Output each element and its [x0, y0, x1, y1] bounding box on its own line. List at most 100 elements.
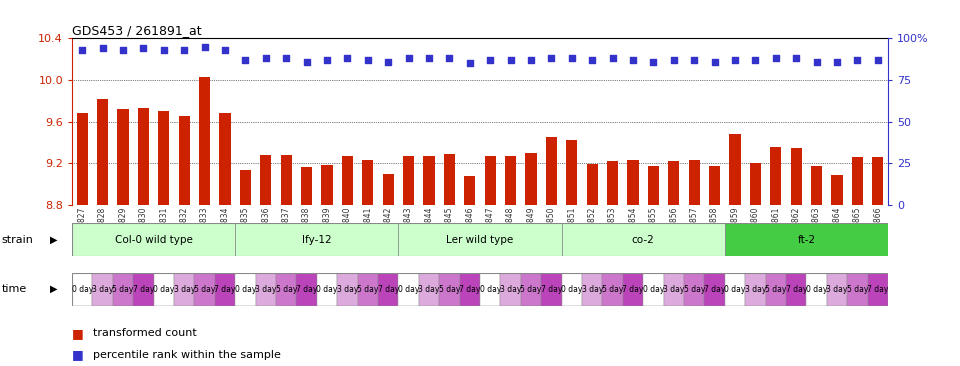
Text: 7 day: 7 day — [377, 285, 399, 294]
Bar — [158, 111, 169, 205]
Bar — [562, 223, 725, 256]
Point — [483, 57, 498, 63]
Text: 7 day: 7 day — [867, 285, 889, 294]
Bar — [873, 157, 883, 205]
Point — [217, 47, 232, 53]
Bar — [199, 77, 210, 205]
Point — [666, 57, 682, 63]
Bar — [766, 273, 786, 306]
Bar — [97, 99, 108, 205]
Text: 7 day: 7 day — [704, 285, 726, 294]
Text: transformed count: transformed count — [93, 328, 197, 338]
Point — [197, 44, 212, 50]
Point — [870, 57, 885, 63]
Text: 5 day: 5 day — [112, 285, 133, 294]
Bar — [460, 273, 480, 306]
Point — [95, 45, 110, 51]
Point — [646, 59, 661, 65]
Point — [238, 57, 253, 63]
Text: 3 day: 3 day — [419, 285, 440, 294]
Point — [299, 59, 314, 65]
Bar — [117, 109, 129, 205]
Text: GDS453 / 261891_at: GDS453 / 261891_at — [72, 24, 202, 37]
Bar — [868, 273, 888, 306]
Text: 5 day: 5 day — [194, 285, 215, 294]
Bar — [215, 273, 235, 306]
Bar — [541, 273, 562, 306]
Text: 3 day: 3 day — [255, 285, 276, 294]
Bar — [72, 223, 235, 256]
Point — [605, 56, 620, 61]
Point — [156, 47, 172, 53]
Text: 7 day: 7 day — [132, 285, 155, 294]
Bar — [337, 273, 357, 306]
Text: ▶: ▶ — [50, 284, 58, 294]
Text: 5 day: 5 day — [439, 285, 460, 294]
Bar — [562, 273, 582, 306]
Text: 5 day: 5 day — [602, 285, 623, 294]
Bar — [444, 154, 455, 205]
Bar — [280, 155, 292, 205]
Point — [177, 47, 192, 53]
Bar — [725, 273, 745, 306]
Text: strain: strain — [2, 235, 34, 245]
Text: ft-2: ft-2 — [798, 235, 815, 245]
Point — [75, 47, 90, 53]
Bar — [357, 273, 378, 306]
Point — [728, 57, 743, 63]
Text: Ler wild type: Ler wild type — [446, 235, 514, 245]
Bar — [546, 137, 557, 205]
Bar — [440, 273, 460, 306]
Text: 7 day: 7 day — [296, 285, 318, 294]
Bar — [92, 273, 113, 306]
Bar — [485, 156, 495, 205]
Bar — [786, 273, 806, 306]
Bar — [500, 273, 521, 306]
Point — [320, 57, 335, 63]
Point — [258, 56, 274, 61]
Bar — [77, 113, 87, 205]
Bar — [750, 163, 761, 205]
Bar — [831, 175, 843, 205]
Bar — [480, 273, 500, 306]
Text: 5 day: 5 day — [276, 285, 297, 294]
Text: 3 day: 3 day — [337, 285, 358, 294]
Bar — [154, 273, 174, 306]
Bar — [255, 273, 276, 306]
Text: 7 day: 7 day — [785, 285, 807, 294]
Point — [543, 56, 559, 61]
Point — [421, 56, 437, 61]
Point — [707, 59, 722, 65]
Bar — [705, 273, 725, 306]
Bar — [688, 160, 700, 205]
Bar — [378, 273, 398, 306]
Text: 5 day: 5 day — [765, 285, 786, 294]
Bar — [648, 167, 659, 205]
Bar — [806, 273, 827, 306]
Text: 0 day: 0 day — [316, 285, 338, 294]
Bar — [643, 273, 663, 306]
Bar — [587, 164, 598, 205]
Point — [585, 57, 600, 63]
Bar — [179, 116, 190, 205]
Text: 3 day: 3 day — [500, 285, 521, 294]
Bar — [521, 273, 541, 306]
Point — [788, 56, 804, 61]
Bar — [113, 273, 133, 306]
Bar — [628, 160, 638, 205]
Point — [768, 56, 783, 61]
Point — [686, 57, 702, 63]
Bar — [403, 156, 414, 205]
Bar — [791, 148, 802, 205]
Text: 5 day: 5 day — [520, 285, 541, 294]
Text: 7 day: 7 day — [540, 285, 563, 294]
Text: 3 day: 3 day — [827, 285, 848, 294]
Text: 3 day: 3 day — [663, 285, 684, 294]
Bar — [342, 156, 353, 205]
Text: lfy-12: lfy-12 — [302, 235, 331, 245]
Text: 0 day: 0 day — [724, 285, 746, 294]
Bar — [566, 141, 577, 205]
Point — [115, 47, 131, 53]
Text: 0 day: 0 day — [642, 285, 664, 294]
Bar — [138, 108, 149, 205]
